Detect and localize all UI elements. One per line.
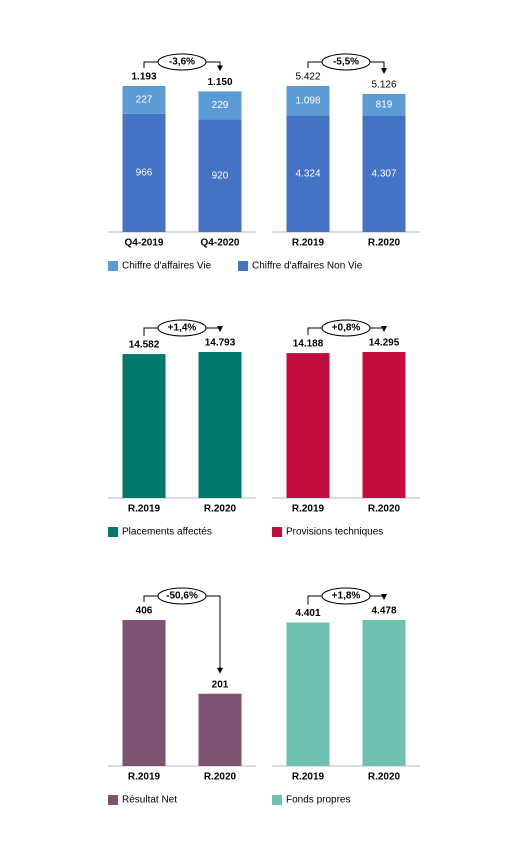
x-tick-label: R.2020	[204, 504, 237, 515]
value-label: 14.295	[369, 338, 400, 349]
change-label: +0,8%	[332, 323, 361, 334]
value-label: 406	[136, 606, 153, 617]
bar	[286, 115, 330, 232]
x-tick-label: R.2019	[128, 504, 161, 515]
x-tick-label: R.2020	[368, 504, 401, 515]
bar	[362, 116, 406, 232]
value-label: 4.307	[371, 169, 396, 180]
value-label: 1.098	[295, 95, 320, 106]
total-label: 1.193	[131, 72, 156, 83]
x-tick-label: R.2020	[368, 772, 401, 783]
legend-label: Chiffre d'affaires Vie	[122, 261, 212, 272]
legend-swatch	[108, 261, 118, 271]
x-tick-label: Q4-2019	[125, 238, 164, 249]
bar	[362, 352, 406, 498]
bar	[122, 354, 166, 498]
total-label: 5.422	[295, 72, 320, 83]
legend-label: Résultat Net	[122, 795, 177, 806]
change-label: +1,4%	[168, 323, 197, 334]
change-label: +1,8%	[332, 591, 361, 602]
bar	[198, 352, 242, 498]
legend-label: Chiffre d'affaires Non Vie	[252, 261, 363, 272]
bar	[122, 620, 166, 766]
legend-label: Provisions techniques	[286, 527, 383, 538]
legend-swatch	[238, 261, 248, 271]
change-bubble	[321, 319, 371, 337]
value-label: 4.401	[295, 608, 320, 619]
legend-swatch	[108, 795, 118, 805]
bar	[362, 620, 406, 766]
legend-label: Fonds propres	[286, 795, 350, 806]
value-label: 201	[212, 679, 229, 690]
value-label: 4.324	[295, 168, 320, 179]
value-label: 14.793	[205, 338, 236, 349]
bar	[198, 91, 242, 120]
bar	[198, 119, 242, 232]
change-bubble	[157, 319, 207, 337]
value-label: 14.188	[293, 339, 324, 350]
legend-swatch	[272, 795, 282, 805]
bar	[122, 113, 166, 232]
x-tick-label: R.2019	[292, 238, 325, 249]
bar	[122, 86, 166, 114]
legend-swatch	[108, 527, 118, 537]
legend-swatch	[272, 527, 282, 537]
change-label: -50,6%	[166, 591, 198, 602]
bar	[286, 353, 330, 498]
change-bubble	[321, 587, 371, 605]
x-tick-label: R.2020	[204, 772, 237, 783]
total-label: 5.126	[371, 80, 396, 91]
x-tick-label: R.2019	[128, 772, 161, 783]
x-tick-label: R.2019	[292, 504, 325, 515]
x-tick-label: Q4-2020	[201, 238, 240, 249]
change-label: -3,6%	[169, 57, 195, 68]
value-label: 819	[376, 100, 393, 111]
value-label: 4.478	[371, 606, 396, 617]
change-bubble	[157, 587, 207, 605]
value-label: 229	[212, 100, 229, 111]
bar	[198, 693, 242, 766]
legend-label: Placements affectés	[122, 527, 212, 538]
change-label: -5,5%	[333, 57, 359, 68]
bar	[286, 622, 330, 766]
value-label: 14.582	[129, 340, 160, 351]
total-label: 1.150	[207, 77, 232, 88]
value-label: 920	[212, 170, 229, 181]
x-tick-label: R.2020	[368, 238, 401, 249]
change-bubble	[157, 53, 207, 71]
value-label: 966	[136, 168, 153, 179]
change-bubble	[321, 53, 371, 71]
x-tick-label: R.2019	[292, 772, 325, 783]
bar	[362, 93, 406, 117]
bar	[286, 86, 330, 116]
value-label: 227	[136, 95, 153, 106]
